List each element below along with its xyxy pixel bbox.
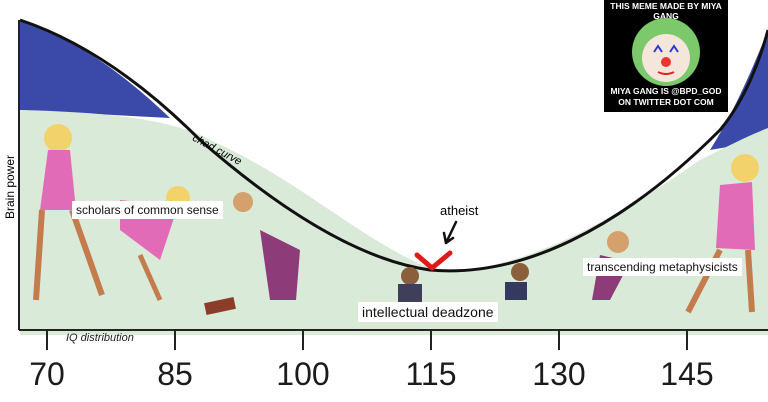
tick-label-100: 100	[276, 356, 330, 392]
blue-region-right	[710, 30, 768, 150]
tick-label-85: 85	[157, 356, 193, 392]
tick-label-145: 145	[660, 356, 714, 392]
figure-right-tall	[685, 154, 759, 314]
label-deadzone: intellectual deadzone	[358, 302, 498, 322]
label-metaphysicists: transcending metaphysicists	[583, 258, 742, 276]
label-atheist: atheist	[440, 203, 479, 218]
watermark-top-text: THIS MEME MADE BY MIYA GANG	[610, 1, 722, 21]
tick-label-70: 70	[29, 356, 65, 392]
book-on-floor	[204, 297, 236, 315]
tick-label-115: 115	[405, 356, 457, 392]
black-arrow-icon	[442, 220, 458, 245]
chad-curve	[19, 18, 768, 273]
watermark-bottom-text: MIYA GANG IS @BPD_GOD ON TWITTER DOT COM	[610, 86, 722, 107]
green-distribution	[20, 110, 768, 335]
watermark-badge: THIS MEME MADE BY MIYA GANG MIYA GANG IS…	[604, 0, 728, 112]
label-scholars: scholars of common sense	[72, 201, 223, 219]
iq-distribution-caption: IQ distribution	[66, 332, 134, 344]
figure-deadzone	[398, 267, 422, 302]
y-axis-label: Brain power	[3, 154, 17, 220]
blue-region-left	[20, 20, 170, 118]
figure-left-tall	[33, 124, 105, 301]
clown-face-icon	[632, 18, 700, 86]
figure-mid-left	[233, 192, 300, 300]
figure-deadzone-2	[505, 263, 529, 300]
tick-label-130: 130	[532, 356, 586, 392]
x-ticks	[46, 330, 688, 350]
red-v-arrow-icon	[414, 250, 453, 271]
